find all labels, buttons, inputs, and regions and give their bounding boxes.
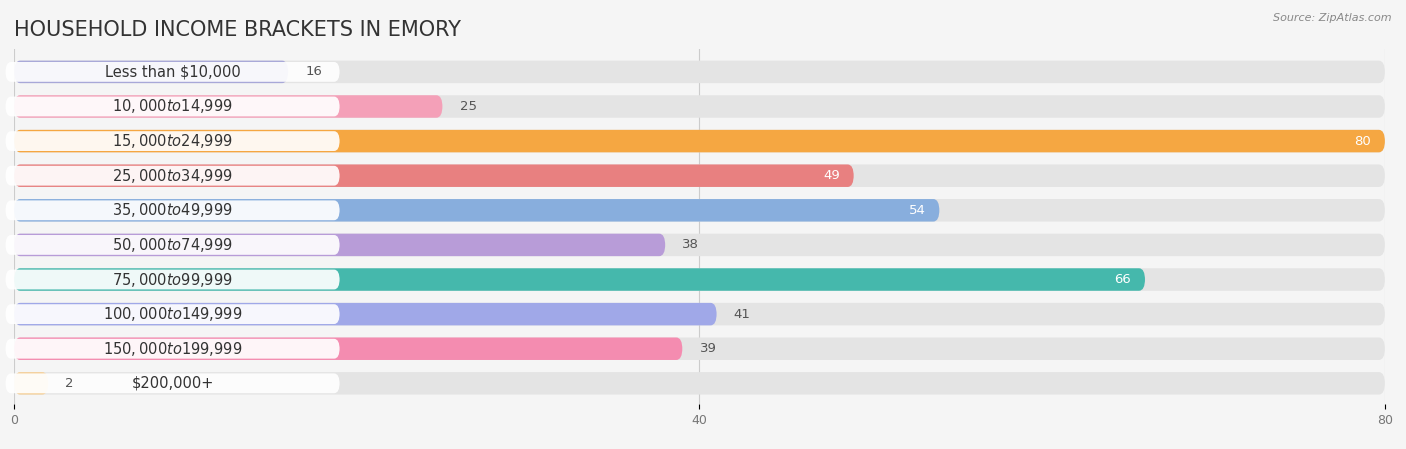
FancyBboxPatch shape [6,269,340,290]
FancyBboxPatch shape [6,97,340,116]
FancyBboxPatch shape [14,130,1385,152]
Text: $25,000 to $34,999: $25,000 to $34,999 [112,167,233,185]
FancyBboxPatch shape [14,164,853,187]
FancyBboxPatch shape [6,235,340,255]
FancyBboxPatch shape [14,199,939,221]
Text: 80: 80 [1354,135,1371,148]
Text: $10,000 to $14,999: $10,000 to $14,999 [112,97,233,115]
Text: $150,000 to $199,999: $150,000 to $199,999 [103,340,242,358]
Text: 25: 25 [460,100,477,113]
Text: $75,000 to $99,999: $75,000 to $99,999 [112,270,233,289]
FancyBboxPatch shape [14,338,1385,360]
FancyBboxPatch shape [14,268,1144,291]
Text: 49: 49 [824,169,839,182]
FancyBboxPatch shape [14,199,1385,221]
FancyBboxPatch shape [14,372,48,395]
FancyBboxPatch shape [14,268,1385,291]
Text: $35,000 to $49,999: $35,000 to $49,999 [112,201,233,219]
FancyBboxPatch shape [14,95,443,118]
Text: 16: 16 [305,66,322,79]
Text: $100,000 to $149,999: $100,000 to $149,999 [103,305,242,323]
FancyBboxPatch shape [14,164,1385,187]
Text: HOUSEHOLD INCOME BRACKETS IN EMORY: HOUSEHOLD INCOME BRACKETS IN EMORY [14,19,461,40]
FancyBboxPatch shape [6,131,340,151]
FancyBboxPatch shape [6,304,340,324]
Text: $200,000+: $200,000+ [131,376,214,391]
FancyBboxPatch shape [14,130,1385,152]
FancyBboxPatch shape [14,372,1385,395]
FancyBboxPatch shape [14,303,717,326]
Text: $50,000 to $74,999: $50,000 to $74,999 [112,236,233,254]
Text: 39: 39 [700,342,717,355]
FancyBboxPatch shape [6,200,340,220]
FancyBboxPatch shape [14,233,665,256]
FancyBboxPatch shape [14,233,1385,256]
Text: 2: 2 [66,377,75,390]
Text: Source: ZipAtlas.com: Source: ZipAtlas.com [1274,13,1392,23]
FancyBboxPatch shape [14,61,1385,83]
FancyBboxPatch shape [6,339,340,359]
Text: 54: 54 [908,204,925,217]
FancyBboxPatch shape [6,374,340,393]
FancyBboxPatch shape [14,338,682,360]
Text: Less than $10,000: Less than $10,000 [104,64,240,79]
FancyBboxPatch shape [14,303,1385,326]
Text: $15,000 to $24,999: $15,000 to $24,999 [112,132,233,150]
FancyBboxPatch shape [14,61,288,83]
Text: 38: 38 [682,238,699,251]
Text: 41: 41 [734,308,751,321]
FancyBboxPatch shape [6,166,340,185]
Text: 66: 66 [1115,273,1132,286]
FancyBboxPatch shape [14,95,1385,118]
FancyBboxPatch shape [6,62,340,82]
